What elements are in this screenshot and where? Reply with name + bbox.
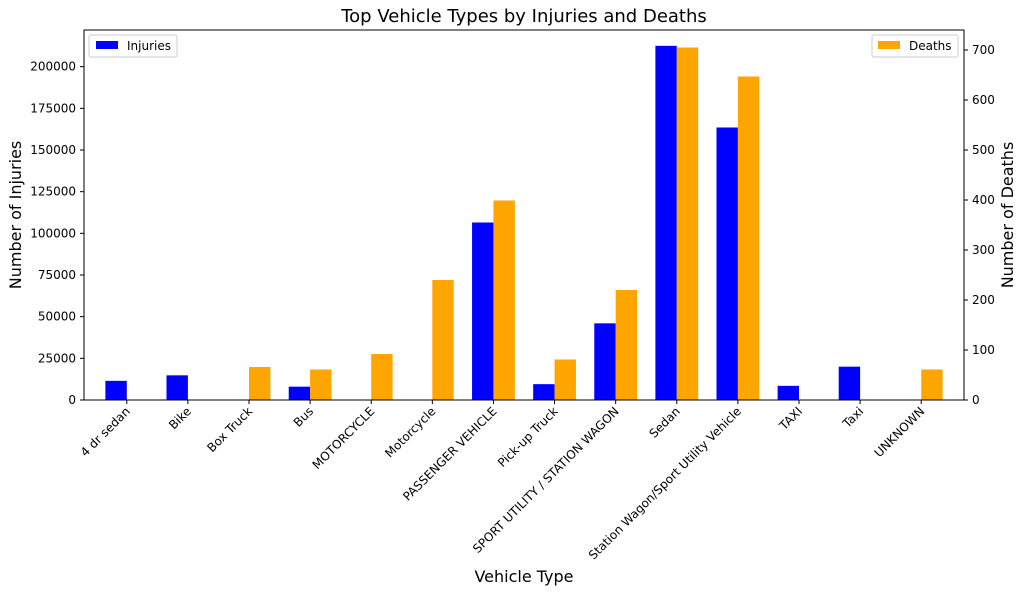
y-left-tick-label: 25000 (38, 351, 76, 365)
bar-deaths-pick-up-truck (554, 359, 576, 400)
bar-injuries-pick-up-truck (533, 384, 555, 400)
y-right-tick-label: 600 (972, 93, 995, 107)
y-left-tick-label: 75000 (38, 268, 76, 282)
legend-injuries: Injuries (88, 34, 178, 58)
y-left-tick-label: 150000 (30, 143, 76, 157)
x-tick-label: 4 dr sedan (78, 404, 133, 459)
x-tick-label: Sedan (646, 404, 682, 440)
y-right-tick-label: 400 (972, 193, 995, 207)
bar-injuries-bus (288, 386, 311, 400)
x-axis-title: Vehicle Type (474, 567, 573, 586)
y-left-tick-label: 200000 (30, 60, 76, 74)
y-right-tick-label: 700 (972, 43, 995, 57)
bar-injuries-station-wagon-sport-utility-vehicle (716, 127, 738, 400)
bar-injuries-taxi (838, 366, 861, 400)
chart-title: Top Vehicle Types by Injuries and Deaths (340, 6, 707, 27)
y-left-tick-label: 125000 (30, 185, 76, 199)
bar-deaths-bus (310, 369, 332, 400)
bar-injuries-passenger-vehicle (472, 222, 494, 400)
bar-deaths-sedan (676, 47, 699, 400)
x-tick-label: Bike (166, 404, 194, 432)
y-left-tick-label: 100000 (30, 226, 76, 240)
bar-deaths-sport-utility-station-wagon (615, 290, 638, 400)
y-left-tick-label: 0 (68, 393, 76, 407)
bar-injuries-bike (166, 375, 188, 400)
bar-deaths-unknown (921, 369, 943, 400)
bar-injuries-sedan (655, 45, 677, 400)
x-tick-label: MOTORCYCLE (310, 404, 378, 472)
plot-frame (83, 29, 965, 401)
bar-deaths-motorcycle (432, 280, 454, 400)
legend-swatch-injuries (96, 41, 118, 49)
x-tick-label: Taxi (839, 404, 866, 431)
bar-deaths-motorcycle (371, 354, 393, 400)
legend-label-deaths: Deaths (909, 39, 952, 53)
legend-swatch-deaths (878, 41, 900, 49)
y-right-tick-label: 300 (972, 243, 995, 257)
legend-label-injuries: Injuries (127, 39, 171, 53)
y-right-tick-label: 500 (972, 143, 995, 157)
legend-frame-deaths (871, 34, 959, 58)
legend-deaths: Deaths (871, 34, 959, 58)
bar-injuries-sport-utility-station-wagon (594, 323, 616, 400)
y-left-tick-label: 50000 (38, 310, 76, 324)
y-left-tick-label: 175000 (30, 101, 76, 115)
bars-layer (105, 45, 943, 400)
bar-injuries-4-dr-sedan (105, 380, 127, 400)
x-tick-label: TAXI (776, 404, 805, 433)
y-axis-title-left: Number of Injuries (6, 141, 25, 290)
legend-frame-injuries (88, 34, 178, 58)
bar-deaths-station-wagon-sport-utility-vehicle (737, 76, 760, 400)
x-tick-label: UNKNOWN (872, 404, 928, 460)
y-right-tick-label: 100 (972, 343, 995, 357)
x-tick-label: Pick-up Truck (495, 404, 561, 470)
bar-injuries-taxi (777, 385, 799, 400)
y-right-tick-label: 0 (972, 393, 980, 407)
bar-deaths-passenger-vehicle (493, 200, 515, 400)
y-axis-title-right: Number of Deaths (998, 142, 1017, 289)
bar-deaths-box-truck (249, 367, 271, 400)
x-tick-label: Motorcycle (382, 404, 438, 460)
x-tick-label: Bus (291, 404, 317, 430)
x-tick-label: Box Truck (204, 404, 255, 455)
y-right-tick-label: 200 (972, 293, 995, 307)
